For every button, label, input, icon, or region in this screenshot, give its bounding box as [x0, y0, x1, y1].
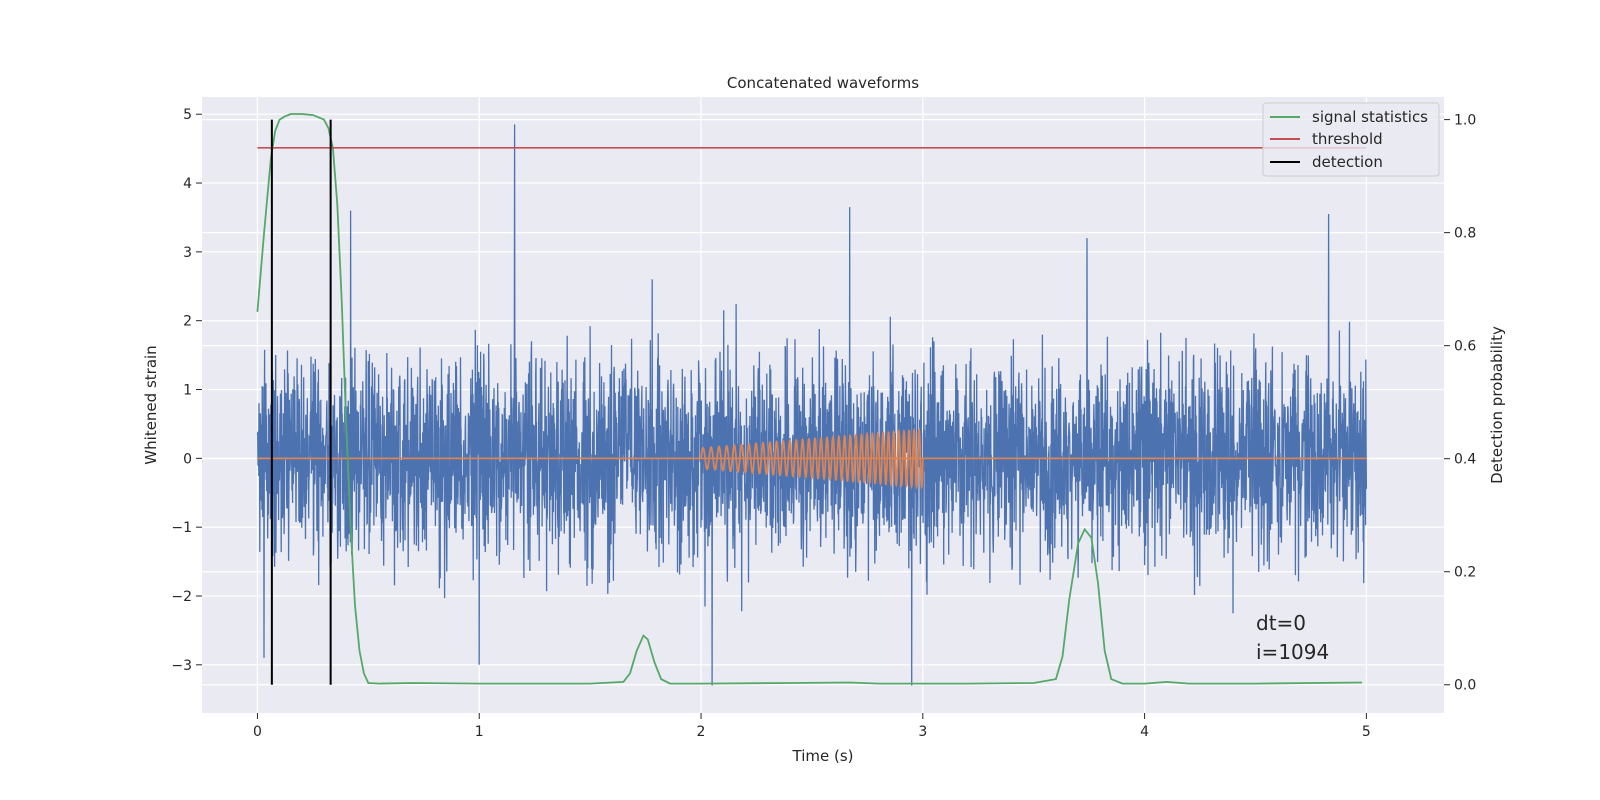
legend-label-threshold: threshold	[1312, 130, 1383, 148]
y-tick-label-right-2: 0.4	[1454, 452, 1476, 468]
chart-title: Concatenated waveforms	[727, 74, 919, 92]
x-tick-label-4: 4	[1140, 724, 1149, 740]
legend-box	[1262, 102, 1440, 177]
y-tick-label-left-1: −2	[171, 589, 192, 605]
series-right-axis	[256, 113, 1367, 685]
series-noise	[256, 124, 1368, 686]
annotation-line-1: dt=0	[1256, 611, 1306, 635]
y-tick-label-left-6: 3	[183, 245, 192, 261]
x-tick-label-0: 0	[253, 724, 262, 740]
series-chirp-line	[700, 426, 924, 490]
y-tick-label-right-1: 0.2	[1454, 565, 1476, 581]
y-tick-label-left-4: 1	[183, 383, 192, 399]
series-noise-line	[256, 124, 1368, 686]
y-tick-label-right-5: 1.0	[1454, 113, 1476, 129]
y-tick-label-left-8: 5	[183, 107, 192, 123]
x-axis-label: Time (s)	[792, 747, 854, 765]
y-axis-label-right: Detection probability	[1488, 326, 1506, 484]
ticks: 0 1 2 3 4 5 −3 −2 −1 0 1 2 3 4 5 0.0 0.2 0.4 0.6 0.8 1.0	[171, 107, 1476, 740]
y-tick-label-left-2: −1	[171, 520, 192, 536]
y-axis-label-left: Whitened strain	[142, 345, 160, 464]
series-chirp	[257, 426, 1367, 490]
annotation: dt=0 i=1094	[1256, 611, 1329, 664]
legend-label-signal: signal statistics	[1312, 108, 1428, 126]
y-tick-label-left-3: 0	[183, 451, 192, 467]
x-tick-label-2: 2	[697, 724, 706, 740]
y-tick-label-right-4: 0.8	[1454, 226, 1476, 242]
y-tick-label-left-0: −3	[171, 658, 192, 674]
legend-label-detection: detection	[1312, 153, 1383, 171]
legend: signal statistics threshold detection	[1262, 102, 1440, 177]
series-signal-statistics-line	[256, 113, 1362, 685]
y-tick-label-right-0: 0.0	[1454, 678, 1476, 694]
x-tick-label-3: 3	[918, 724, 927, 740]
y-tick-label-left-5: 2	[183, 314, 192, 330]
x-tick-label-1: 1	[475, 724, 484, 740]
y-tick-label-right-3: 0.6	[1454, 339, 1476, 355]
annotation-line-2: i=1094	[1256, 640, 1329, 664]
x-tick-label-5: 5	[1362, 724, 1371, 740]
y-tick-label-left-7: 4	[183, 176, 192, 192]
